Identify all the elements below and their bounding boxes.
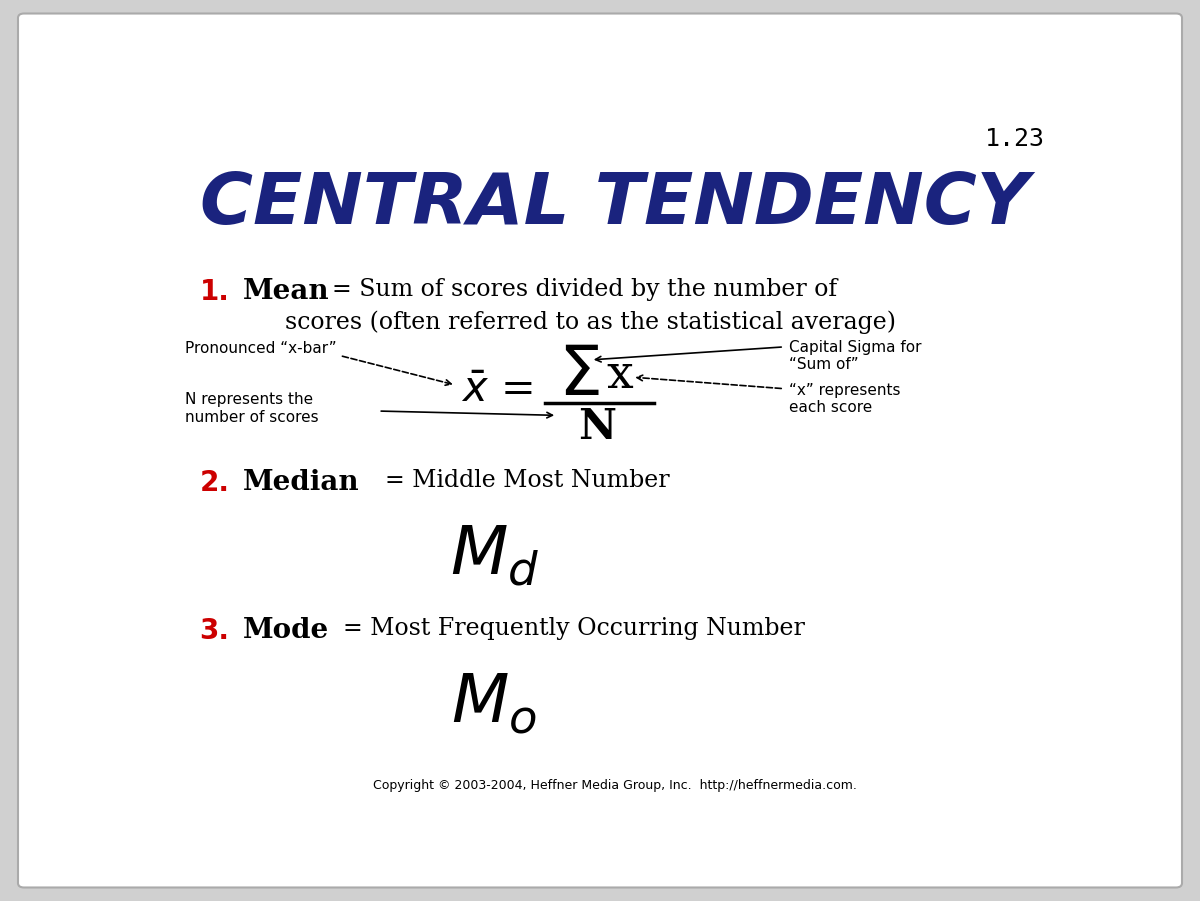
Text: = Sum of scores divided by the number of: = Sum of scores divided by the number of (332, 278, 838, 302)
Text: N represents the
number of scores: N represents the number of scores (185, 392, 319, 424)
Text: $\Sigma$: $\Sigma$ (558, 342, 599, 409)
FancyBboxPatch shape (18, 14, 1182, 887)
Text: scores (often referred to as the statistical average): scores (often referred to as the statist… (284, 311, 895, 334)
Text: = Middle Most Number: = Middle Most Number (385, 469, 670, 493)
Text: 1.: 1. (199, 278, 229, 306)
Text: Median: Median (244, 469, 360, 496)
Text: 3.: 3. (199, 617, 229, 645)
Text: Copyright © 2003-2004, Heffner Media Group, Inc.  http://heffnermedia.com.: Copyright © 2003-2004, Heffner Media Gro… (373, 778, 857, 792)
Text: N: N (578, 406, 617, 448)
Text: $M_o$: $M_o$ (451, 671, 538, 736)
Text: CENTRAL TENDENCY: CENTRAL TENDENCY (199, 170, 1028, 240)
Text: Mode: Mode (244, 617, 329, 644)
Text: Mean: Mean (244, 278, 330, 305)
Text: Capital Sigma for
“Sum of”: Capital Sigma for “Sum of” (788, 340, 922, 372)
Text: “x” represents
each score: “x” represents each score (788, 383, 900, 415)
Text: x: x (606, 353, 634, 398)
Text: = Most Frequently Occurring Number: = Most Frequently Occurring Number (342, 617, 804, 641)
Text: $\bar{x}$: $\bar{x}$ (461, 369, 488, 411)
Text: $M_d$: $M_d$ (450, 523, 539, 588)
Text: 2.: 2. (199, 469, 229, 497)
Text: =: = (502, 369, 535, 411)
Text: 1.23: 1.23 (985, 127, 1045, 151)
Text: Pronounced “x-bar”: Pronounced “x-bar” (185, 341, 337, 356)
